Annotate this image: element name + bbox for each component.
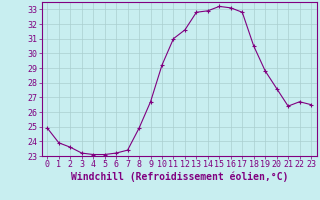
X-axis label: Windchill (Refroidissement éolien,°C): Windchill (Refroidissement éolien,°C) xyxy=(70,172,288,182)
